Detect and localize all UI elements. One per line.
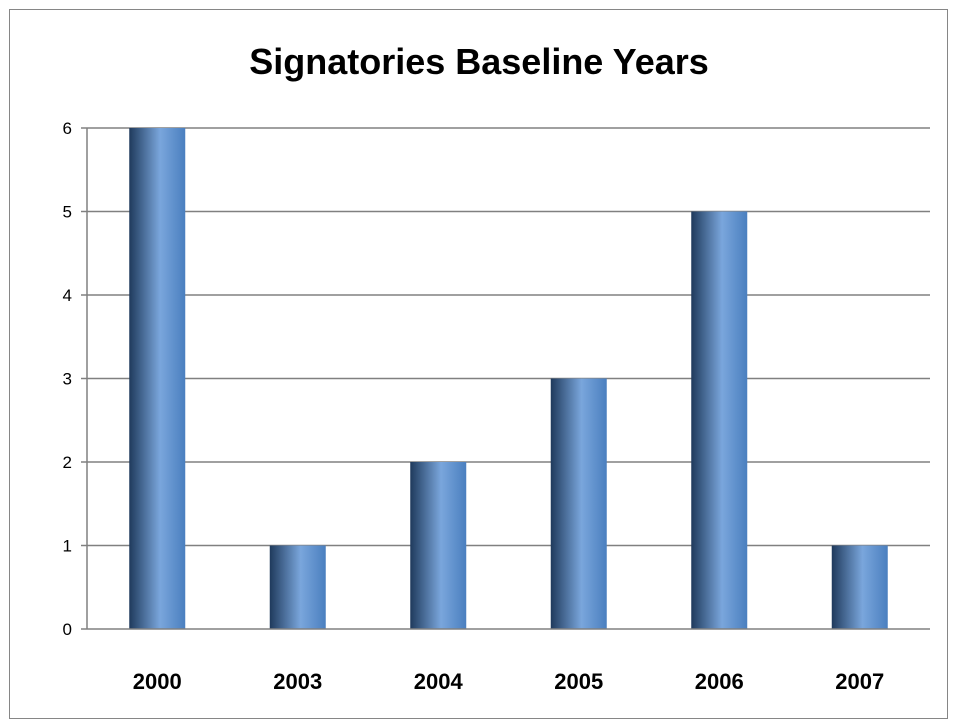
y-tick-label-0: 0 (63, 620, 72, 639)
y-tick-label-2: 2 (63, 453, 72, 472)
y-tick-label-5: 5 (63, 203, 72, 222)
bar-2000 (129, 128, 186, 629)
x-category-label-2003: 2003 (273, 669, 322, 694)
y-tick-label-6: 6 (63, 119, 72, 138)
y-tick-labels: 0 1 2 3 4 5 6 (63, 119, 72, 639)
gridlines (81, 127, 930, 630)
y-tick-label-4: 4 (63, 286, 72, 305)
x-category-labels: 2000 2003 2004 2005 2006 2007 (133, 669, 884, 694)
chart-title: Signatories Baseline Years (249, 41, 709, 82)
y-tick-label-1: 1 (63, 537, 72, 556)
bar-2005 (550, 378, 607, 629)
axes (86, 128, 930, 630)
bar-2006 (691, 211, 748, 629)
bar-2003 (269, 545, 326, 629)
bar-2004 (410, 462, 467, 629)
bars (129, 128, 888, 629)
y-tick-label-3: 3 (63, 370, 72, 389)
x-category-label-2000: 2000 (133, 669, 182, 694)
x-category-label-2005: 2005 (554, 669, 603, 694)
x-category-label-2004: 2004 (414, 669, 464, 694)
x-category-label-2006: 2006 (695, 669, 744, 694)
x-category-label-2007: 2007 (835, 669, 884, 694)
bar-2007 (831, 545, 888, 629)
